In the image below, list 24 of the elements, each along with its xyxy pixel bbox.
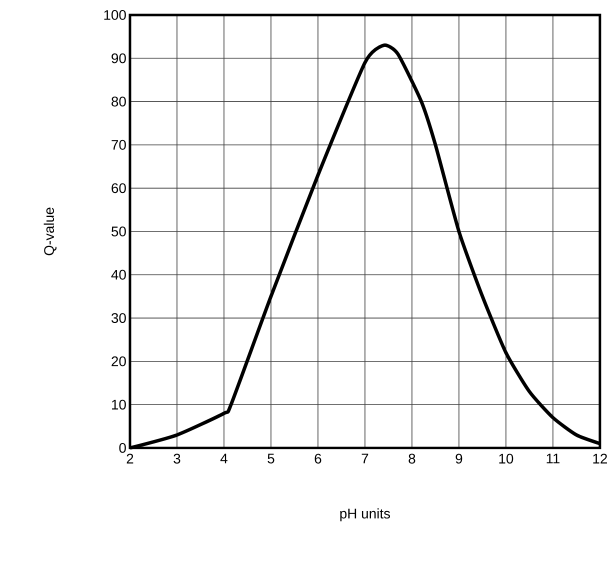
x-axis-title: pH units bbox=[340, 508, 390, 522]
x-tick-label: 7 bbox=[362, 454, 368, 464]
y-tick-label: 90 bbox=[112, 53, 126, 64]
x-tick-label: 9 bbox=[456, 454, 462, 464]
x-tick-label: 12 bbox=[593, 454, 607, 464]
x-tick-label: 11 bbox=[546, 454, 560, 464]
y-tick-label: 100 bbox=[104, 10, 126, 20]
y-tick-label: 0 bbox=[119, 443, 126, 453]
y-axis-title: Q-value bbox=[44, 208, 57, 256]
x-tick-label: 10 bbox=[499, 454, 514, 464]
y-tick-label: 60 bbox=[112, 183, 126, 194]
y-tick-label: 40 bbox=[111, 270, 126, 280]
y-tick-label: 20 bbox=[112, 356, 126, 366]
y-tick-label: 70 bbox=[112, 140, 126, 150]
x-tick-label: 2 bbox=[126, 454, 134, 464]
x-tick-label: 4 bbox=[220, 454, 228, 464]
x-tick-label: 6 bbox=[314, 454, 322, 464]
x-tick-label: 3 bbox=[174, 454, 180, 464]
y-tick-label: 80 bbox=[112, 96, 126, 107]
y-tick-label: 30 bbox=[111, 313, 126, 324]
y-tick-label: 10 bbox=[112, 400, 126, 410]
x-tick-label: 8 bbox=[408, 454, 416, 464]
x-tick-label: 5 bbox=[268, 454, 274, 464]
y-tick-label: 50 bbox=[112, 226, 126, 236]
